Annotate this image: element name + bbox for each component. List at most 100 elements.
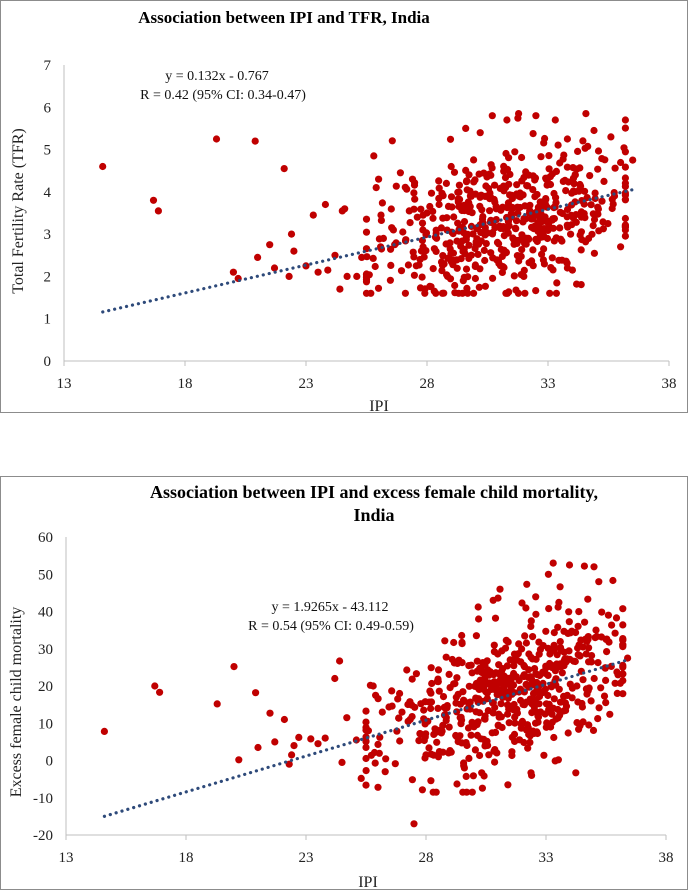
data-point [362, 707, 370, 715]
data-point [481, 282, 489, 290]
data-point [470, 156, 478, 164]
data-point [484, 707, 492, 715]
data-point [504, 781, 512, 789]
data-point [585, 684, 593, 692]
data-point [343, 714, 351, 722]
data-point [471, 274, 479, 283]
data-point [396, 737, 404, 745]
data-point [411, 703, 419, 711]
data-point [438, 267, 446, 275]
y-tick-label: 3 [44, 227, 52, 243]
data-point [568, 684, 577, 692]
x-tick-label: 33 [541, 376, 556, 392]
data-point [447, 193, 456, 201]
data-point [564, 729, 572, 737]
data-point [600, 692, 609, 700]
data-point [594, 203, 602, 211]
data-point [429, 265, 437, 273]
data-point [505, 222, 513, 230]
data-point [574, 644, 582, 652]
data-point [584, 595, 592, 603]
data-point [438, 261, 447, 269]
data-point [587, 697, 595, 705]
data-point [481, 715, 489, 723]
data-point [565, 561, 574, 569]
data-point [495, 240, 503, 248]
data-point [592, 626, 600, 634]
data-point [553, 279, 561, 287]
data-point [598, 608, 606, 616]
data-point [462, 265, 471, 273]
data-point [285, 760, 293, 768]
data-point [451, 281, 459, 290]
data-point [549, 215, 557, 223]
data-point [552, 234, 560, 242]
data-point [494, 722, 502, 730]
data-point [439, 693, 448, 701]
data-point [556, 224, 564, 232]
data-point [573, 165, 581, 173]
data-point [522, 604, 530, 612]
data-point [483, 737, 491, 745]
data-point [370, 152, 378, 160]
data-point [422, 730, 430, 738]
data-point [454, 219, 462, 227]
data-point [341, 205, 349, 213]
data-point [590, 674, 598, 683]
x-axis-label: IPI [369, 398, 389, 414]
data-point [521, 202, 529, 210]
data-point [468, 209, 476, 217]
data-point [480, 246, 488, 254]
data-point [497, 667, 506, 675]
data-point [454, 690, 462, 698]
data-point [520, 272, 528, 280]
data-point [577, 246, 585, 254]
data-point [561, 699, 570, 707]
data-point [426, 282, 434, 290]
data-point [449, 256, 457, 264]
data-point [612, 614, 621, 622]
data-point [552, 681, 560, 689]
y-tick-label: 10 [38, 716, 53, 732]
data-point [554, 756, 563, 764]
data-point [427, 704, 435, 713]
data-point [468, 669, 476, 677]
data-point [338, 758, 346, 766]
data-point [502, 636, 510, 644]
data-point [412, 262, 420, 270]
data-point [389, 226, 397, 234]
chart-title-line-1: Association between IPI and excess femal… [150, 482, 598, 502]
data-point [575, 608, 583, 616]
data-point [611, 164, 619, 172]
data-point [468, 788, 476, 796]
data-point [543, 234, 552, 243]
data-point [475, 283, 483, 291]
data-point [450, 168, 459, 176]
data-point [529, 727, 537, 735]
data-point [435, 177, 443, 185]
data-point [594, 715, 602, 723]
data-point [420, 253, 428, 261]
data-point [270, 264, 279, 272]
data-point [573, 280, 581, 288]
data-point [576, 722, 584, 730]
data-point [100, 727, 108, 735]
data-point [531, 193, 539, 201]
data-point [401, 183, 409, 191]
data-point [288, 751, 296, 759]
data-point [563, 163, 572, 171]
data-point [582, 238, 590, 246]
data-point [503, 116, 511, 124]
data-point [343, 272, 351, 280]
data-point [518, 153, 526, 162]
data-point [374, 783, 382, 791]
data-point [556, 644, 565, 652]
data-point [362, 228, 371, 236]
data-point [568, 189, 576, 197]
data-point [595, 704, 603, 712]
data-point [498, 268, 506, 276]
data-point [522, 240, 530, 248]
data-point [527, 675, 536, 683]
data-point [476, 129, 484, 137]
data-point [504, 701, 512, 709]
